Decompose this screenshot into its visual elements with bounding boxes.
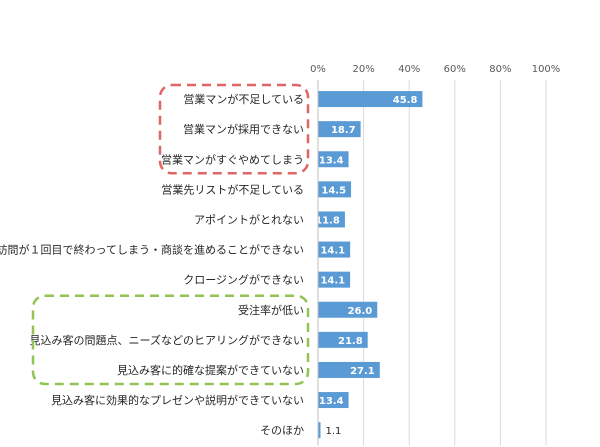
x-tick-label: 100% [532, 64, 561, 75]
x-tick-label: 80% [489, 64, 511, 75]
category-label: 営業マンが採用できない [183, 122, 304, 136]
data-label: 14.1 [320, 246, 345, 257]
category-label: 訪問が１回目で終わってしまう・商談を進めることができない [0, 243, 304, 257]
bar [318, 151, 349, 168]
category-label: 営業マンが不足している [183, 92, 304, 106]
data-label: 13.4 [319, 396, 344, 407]
data-label: 14.1 [320, 276, 345, 287]
x-tick-label: 0% [310, 64, 326, 75]
x-tick-label: 60% [444, 64, 466, 75]
data-label: 14.5 [321, 185, 346, 196]
category-label: アポイントがとれない [194, 212, 304, 226]
bar [318, 91, 423, 108]
category-label: 見込み客の問題点、ニーズなどのヒアリングができない [30, 333, 304, 347]
data-label: 18.7 [331, 125, 356, 136]
red-dashed-group [158, 83, 310, 175]
data-label: 27.1 [350, 366, 375, 377]
bar [318, 301, 378, 318]
category-label: 営業先リストが不足している [161, 182, 304, 196]
category-label: 見込み客に的確な提案ができていない [117, 363, 304, 377]
bar [318, 181, 352, 198]
data-label: 21.8 [338, 336, 363, 347]
x-tick-label: 40% [398, 64, 420, 75]
green-dashed-group [31, 294, 310, 386]
bar [318, 211, 345, 228]
x-tick-label: 20% [352, 64, 374, 75]
bar [318, 241, 351, 258]
category-label: 受注率が低い [238, 303, 304, 317]
bar [318, 392, 349, 409]
bar [318, 331, 368, 348]
bar [318, 121, 361, 138]
bar [318, 422, 321, 439]
bar [318, 271, 351, 288]
bar [318, 361, 380, 378]
data-label: 45.8 [393, 95, 418, 106]
data-label: 26.0 [348, 306, 373, 317]
data-label: 13.4 [319, 155, 344, 166]
category-label: そのほか [260, 424, 304, 437]
category-label: 見込み客に効果的なプレゼンや説明ができていない [51, 393, 304, 407]
data-label: 11.8 [315, 215, 340, 226]
category-label: クロージングができない [183, 273, 304, 287]
data-label: 1.1 [326, 426, 342, 437]
category-label: 営業マンがすぐやめてしまう [161, 152, 304, 166]
